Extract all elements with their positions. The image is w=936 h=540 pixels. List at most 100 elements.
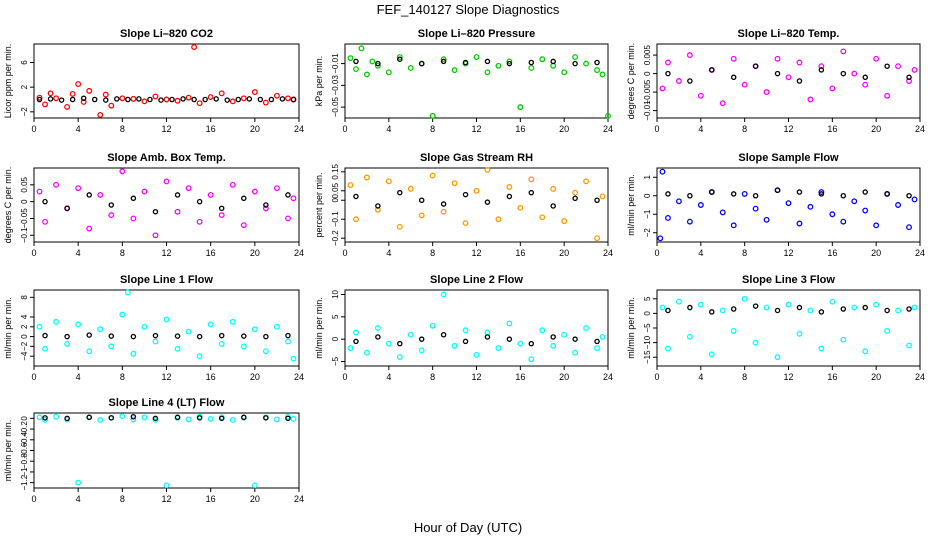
data-point [86, 414, 92, 421]
data-point [185, 185, 192, 192]
panel-10: Slope Line 4 (LT) Flow ml/min per min. 0 4 8… [3, 397, 304, 504]
data-point [906, 306, 912, 312]
data-point [594, 197, 600, 204]
data-point [594, 59, 600, 66]
data-point [119, 413, 126, 420]
data-point [462, 59, 469, 66]
data-point [152, 208, 159, 215]
data-point [174, 345, 181, 352]
y-tick-label: −1 [643, 209, 652, 219]
data-point [279, 96, 286, 102]
y-tick-label: 8 [20, 295, 29, 300]
data-point [64, 340, 71, 347]
data-point [884, 92, 891, 99]
y-tick-label: −15 [643, 350, 652, 364]
data-point [86, 348, 93, 355]
panel-title: Slope Sample Flow [738, 152, 839, 164]
data-point [528, 64, 535, 71]
data-point [163, 96, 170, 103]
data-point [262, 205, 269, 212]
data-point [440, 208, 447, 215]
data-point [807, 307, 814, 314]
data-point [207, 94, 214, 100]
data-point [130, 215, 137, 222]
series-1 [347, 291, 606, 363]
data-point [47, 96, 54, 102]
data-point [818, 63, 825, 70]
data-point [385, 340, 392, 347]
data-point [207, 321, 214, 328]
data-point [561, 331, 568, 338]
data-point [686, 52, 693, 59]
y-axis-label: ml/min per min. [3, 297, 13, 359]
data-point [730, 327, 737, 334]
data-point [572, 336, 578, 342]
y-axis-label: ml/min per min. [626, 297, 636, 359]
data-point [599, 333, 606, 340]
data-point [97, 111, 104, 118]
data-point [375, 334, 381, 340]
plot-frame [33, 289, 300, 367]
data-point [506, 336, 513, 342]
data-point [285, 413, 291, 420]
data-point [42, 417, 48, 423]
x-tick-label: 20 [559, 124, 569, 134]
x-tick-label: 12 [783, 124, 793, 134]
data-point [829, 211, 836, 218]
data-point [687, 78, 693, 84]
series-1 [659, 48, 918, 107]
data-point [290, 96, 297, 103]
data-point [196, 198, 203, 205]
x-tick-label: 4 [76, 372, 81, 382]
data-point [69, 90, 76, 97]
plot-frame [344, 289, 609, 367]
data-point [163, 178, 170, 185]
data-point [229, 318, 236, 325]
data-point [719, 209, 726, 216]
y-tick-label: −0.01 [643, 100, 652, 121]
y-tick-label: 5 [331, 314, 340, 319]
data-point [829, 85, 836, 92]
data-point [363, 349, 370, 356]
panel-9: Slope Line 3 Flow ml/min per min. 0 4 8 12 16 2… [626, 274, 925, 382]
x-tick-label: 8 [120, 248, 125, 258]
data-point [429, 112, 436, 119]
data-point [473, 351, 480, 358]
data-point [796, 220, 803, 227]
data-point [86, 192, 92, 198]
panel-5: Slope Gas Stream RH percent per min. 0 4 8 12… [314, 152, 613, 258]
y-tick-label: 0 [331, 197, 340, 202]
x-tick-label: 12 [161, 124, 171, 134]
panel-title: Slope Li–820 CO2 [120, 28, 213, 40]
data-point [241, 333, 247, 339]
data-point [152, 338, 159, 345]
data-point [572, 60, 578, 67]
data-point [229, 417, 236, 423]
panel-4: Slope Amb. Box Temp. degrees C per min. 0 4… [3, 152, 304, 258]
data-point [774, 307, 781, 314]
data-point [774, 354, 781, 361]
series-1 [657, 168, 918, 242]
x-tick-label: 16 [515, 248, 525, 258]
data-point [363, 71, 370, 78]
data-point [807, 203, 814, 210]
y-tick-label: 0.05 [331, 182, 340, 198]
x-tick-label: 12 [471, 248, 481, 258]
x-tick-label: 20 [250, 124, 260, 134]
data-point [174, 192, 181, 198]
data-point [53, 95, 60, 102]
data-point [665, 191, 671, 197]
x-tick-label: 24 [603, 248, 613, 258]
data-point [273, 323, 280, 330]
x-tick-label: 24 [603, 124, 613, 134]
data-point [895, 307, 902, 314]
data-point [36, 414, 43, 421]
data-point [440, 58, 447, 65]
data-point [207, 415, 214, 422]
data-point [796, 189, 803, 195]
data-point [407, 185, 414, 192]
data-point [906, 78, 912, 84]
data-point [752, 205, 759, 212]
data-point [752, 192, 759, 199]
data-point [285, 95, 291, 102]
